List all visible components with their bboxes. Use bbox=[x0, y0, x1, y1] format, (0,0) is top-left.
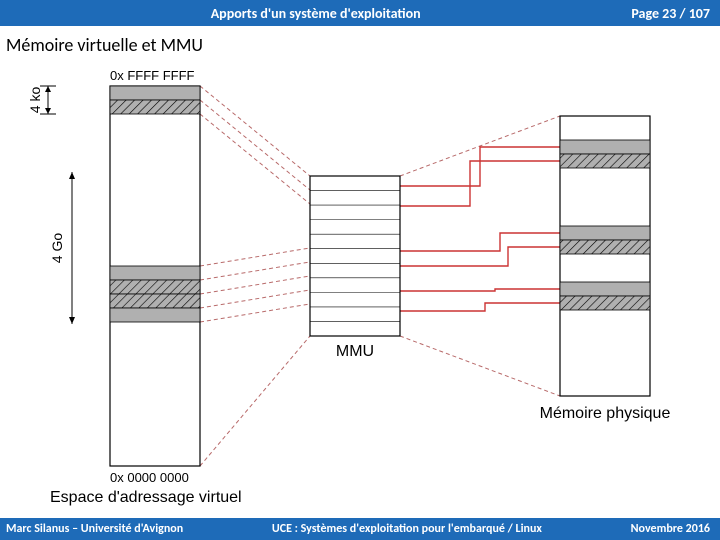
svg-text:0x FFFF FFFF: 0x FFFF FFFF bbox=[110, 68, 195, 83]
footer-course: UCE : Systèmes d'exploitation pour l'emb… bbox=[183, 522, 630, 536]
svg-text:0x 0000 0000: 0x 0000 0000 bbox=[110, 470, 189, 485]
svg-text:Espace d'adressage virtuel: Espace d'adressage virtuel bbox=[50, 489, 242, 506]
svg-text:Mémoire physique: Mémoire physique bbox=[540, 405, 671, 422]
slide-subtitle: Mémoire virtuelle et MMU bbox=[0, 26, 720, 56]
header-bar: Apports d'un système d'exploitation Page… bbox=[0, 0, 720, 26]
footer-date: Novembre 2016 bbox=[631, 522, 720, 536]
svg-text:MMU: MMU bbox=[336, 343, 374, 360]
svg-text:4 ko: 4 ko bbox=[27, 87, 43, 114]
footer-bar: Marc Silanus – Université d'Avignon UCE … bbox=[0, 518, 720, 540]
page-indicator: Page 23 / 107 bbox=[631, 5, 720, 22]
footer-author: Marc Silanus – Université d'Avignon bbox=[0, 522, 183, 536]
mmu-diagram: 0x FFFF FFFF 0x 0000 0000 Espace d'adressa… bbox=[0, 56, 720, 516]
svg-text:4 Go: 4 Go bbox=[49, 233, 65, 264]
header-title: Apports d'un système d'exploitation bbox=[0, 5, 631, 22]
